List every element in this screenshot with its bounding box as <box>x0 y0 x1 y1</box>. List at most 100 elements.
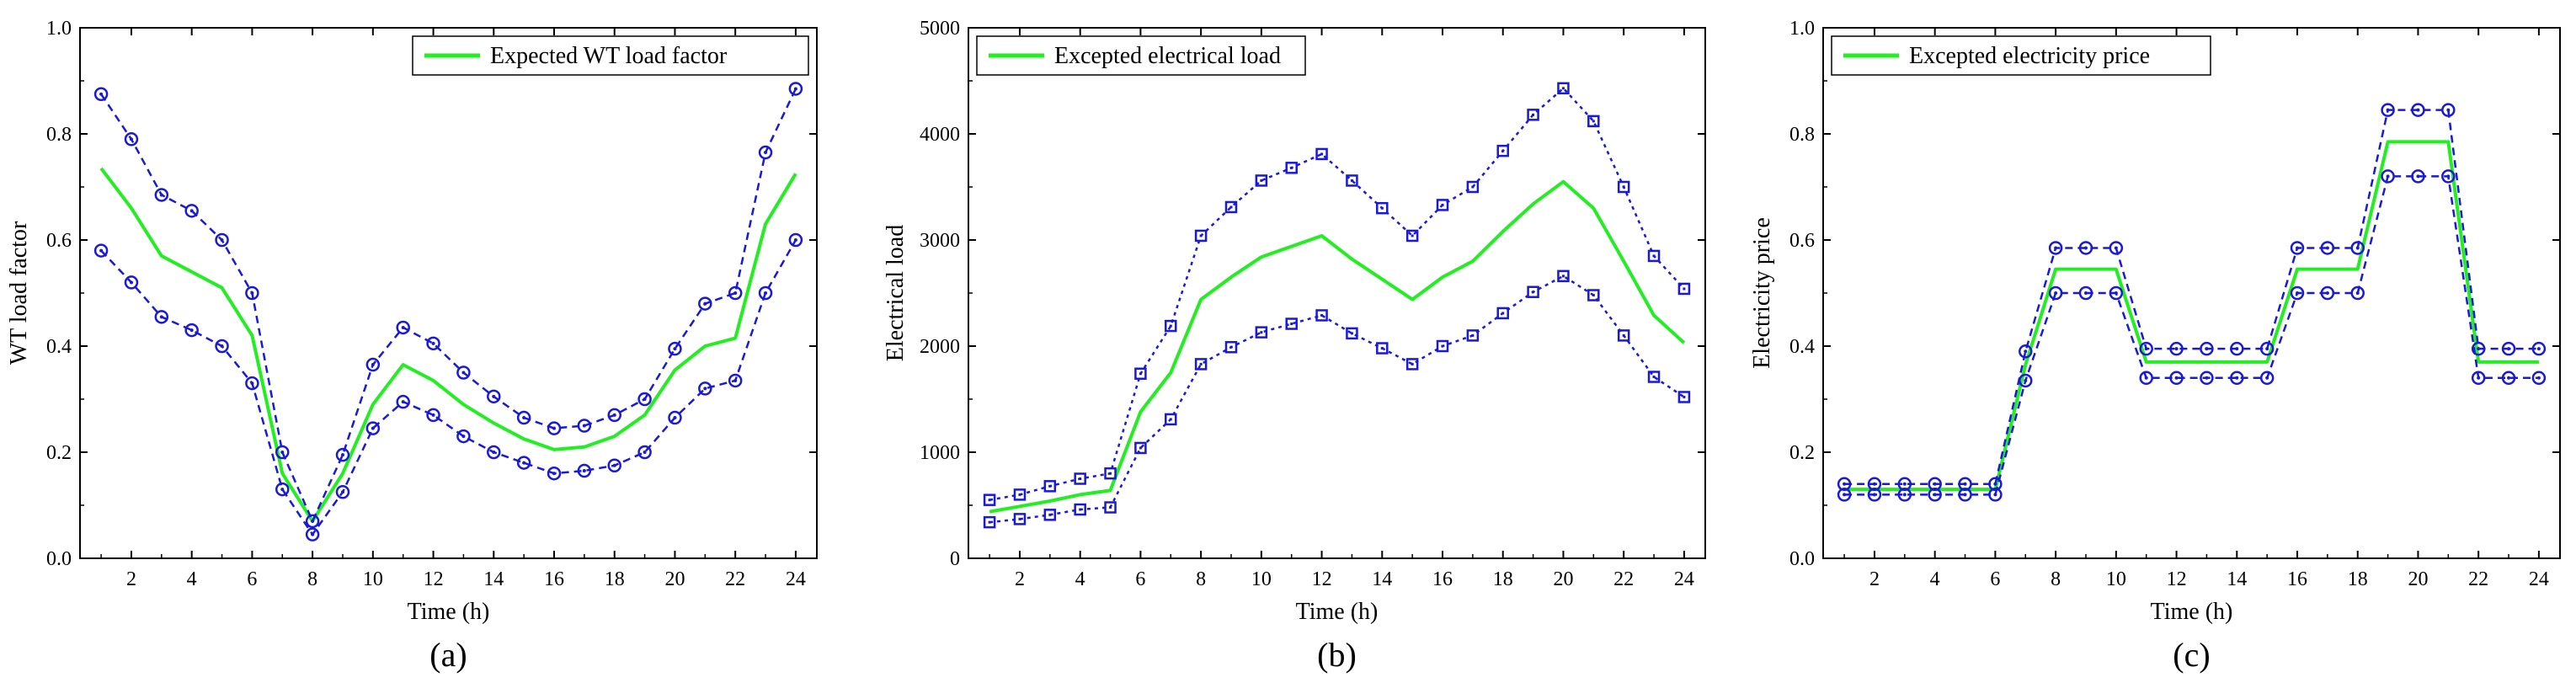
data-point-center <box>1532 113 1535 116</box>
data-point-center <box>1652 376 1656 379</box>
x-tick-label: 18 <box>605 568 625 590</box>
data-point-upper <box>215 232 229 248</box>
data-point-lower <box>1527 285 1539 298</box>
data-point-upper <box>2471 341 2486 356</box>
data-point-upper <box>2381 103 2395 117</box>
x-tick-label: 20 <box>664 568 685 590</box>
data-point-center <box>2296 291 2300 295</box>
data-point-lower <box>1346 327 1358 340</box>
data-point-center <box>2114 291 2118 295</box>
data-point-center <box>340 490 344 494</box>
data-point-center <box>220 344 224 348</box>
y-tick-label: 0.4 <box>1789 336 1815 358</box>
y-tick-label: 2000 <box>920 336 960 358</box>
data-point-center <box>1652 254 1656 258</box>
data-point-center <box>764 151 768 155</box>
series-line-upper <box>1844 109 2539 486</box>
data-point-center <box>2446 108 2451 112</box>
data-point-center <box>250 381 254 386</box>
x-axis-title: Time (h) <box>408 599 490 625</box>
data-point-upper <box>1527 109 1539 121</box>
data-point-lower <box>516 456 531 470</box>
plot-frame <box>79 27 818 559</box>
x-tick-label: 24 <box>786 568 806 590</box>
legend-label: Expected WT load factor <box>490 43 728 69</box>
data-point-upper <box>1224 200 1238 214</box>
data-point-lower <box>1988 488 2003 502</box>
data-point-lower <box>607 458 621 472</box>
panel-label: (a) <box>429 636 467 674</box>
data-point-center <box>2205 376 2209 380</box>
series-line-lower <box>1844 175 2539 496</box>
data-point-upper <box>1958 477 1972 492</box>
data-point-upper <box>1194 229 1208 243</box>
data-point-center <box>311 532 315 536</box>
y-tick-label: 0 <box>950 548 960 570</box>
data-point-lower <box>1104 501 1117 514</box>
data-point-center <box>1843 482 1847 486</box>
y-tick-label: 1.0 <box>1789 18 1815 40</box>
data-point-center <box>988 499 991 502</box>
data-point-lower <box>637 445 652 460</box>
legend-label: Excepted electrical load <box>1054 43 1281 69</box>
data-point-center <box>2024 349 2028 354</box>
x-axis-title: Time (h) <box>1296 599 1379 625</box>
data-point-center <box>2536 376 2541 380</box>
data-point-center <box>1622 185 1625 189</box>
data-point-upper <box>983 493 996 506</box>
panel-c: Time (h) Electricity price (c) 2 4 6 8 10 12 1… <box>1749 18 2561 674</box>
data-point-center <box>2536 347 2541 351</box>
data-point-upper <box>2230 341 2244 356</box>
data-point-center <box>492 451 496 454</box>
data-point-center <box>1018 517 1021 520</box>
data-point-center <box>1411 362 1414 365</box>
data-point-lower <box>2381 169 2395 184</box>
data-point-lower <box>1587 289 1600 301</box>
y-axis-title: Electricity price <box>1749 217 1775 369</box>
data-point-upper <box>2019 344 2033 359</box>
data-point-center <box>2325 291 2329 295</box>
x-tick-label: 12 <box>1312 568 1332 590</box>
data-point-upper <box>1617 180 1630 194</box>
data-point-center <box>401 400 405 404</box>
data-point-center <box>340 453 344 457</box>
data-point-lower <box>788 232 803 248</box>
data-point-lower <box>124 275 139 290</box>
data-point-upper <box>577 419 592 433</box>
data-point-center <box>1471 185 1475 189</box>
data-point-center <box>1199 362 1203 365</box>
data-point-center <box>793 238 797 242</box>
data-point-center <box>1139 446 1142 450</box>
data-point-lower <box>1013 513 1027 525</box>
data-point-upper <box>637 392 652 407</box>
data-point-upper <box>1074 472 1086 485</box>
data-point-upper <box>426 336 440 351</box>
data-point-upper <box>1405 229 1419 243</box>
data-point-center <box>612 463 616 467</box>
x-tick-label: 2 <box>126 568 136 590</box>
data-point-center <box>1872 493 1876 497</box>
data-point-center <box>1683 395 1686 398</box>
data-point-lower <box>2531 371 2547 386</box>
x-tick-label: 14 <box>1372 568 1392 590</box>
data-point-center <box>2235 347 2239 351</box>
data-point-lower <box>1677 391 1691 403</box>
series-line-expected <box>99 167 797 523</box>
data-point-upper <box>2501 341 2516 356</box>
data-point-upper <box>2259 341 2275 356</box>
data-point-lower <box>577 463 592 478</box>
data-point-upper <box>2048 241 2063 255</box>
data-point-lower <box>2441 169 2456 184</box>
y-tick-label: 0.8 <box>1789 124 1815 146</box>
data-point-upper <box>1376 201 1389 215</box>
data-point-lower <box>2019 373 2033 388</box>
data-point-upper <box>2320 241 2335 255</box>
data-point-upper <box>607 408 621 423</box>
x-tick-label: 4 <box>187 568 197 590</box>
data-point-center <box>1963 493 1967 497</box>
data-point-center <box>2174 376 2179 380</box>
data-point-upper <box>2411 103 2425 117</box>
y-tick-label: 0.0 <box>46 548 72 570</box>
x-tick-label: 6 <box>247 568 257 590</box>
data-point-lower <box>365 421 381 435</box>
